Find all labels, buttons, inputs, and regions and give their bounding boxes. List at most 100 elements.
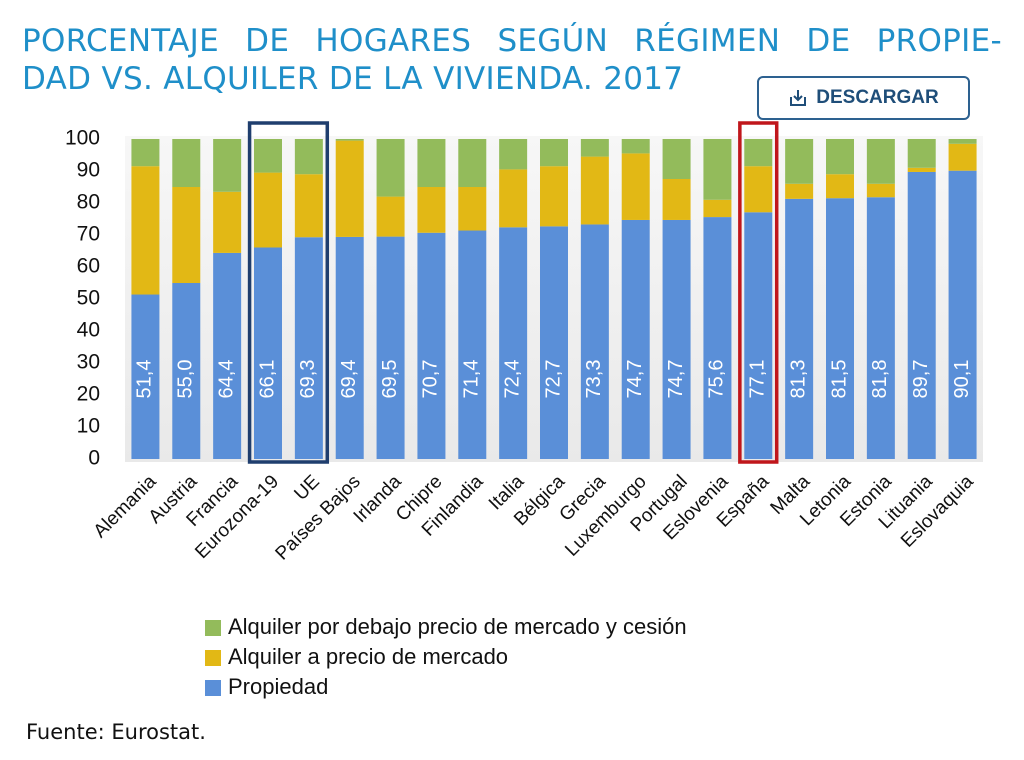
bar-segment <box>213 191 242 253</box>
bar-segment <box>499 227 528 459</box>
value-label: 69,3 <box>297 360 319 399</box>
y-tick-label: 70 <box>77 223 100 246</box>
bar-segment <box>458 139 487 187</box>
value-label: 72,4 <box>501 360 523 399</box>
bar-segment <box>826 139 854 175</box>
bar-segment <box>948 170 977 459</box>
bar-segment <box>417 187 446 233</box>
legend-label: Alquiler por debajo precio de mercado y … <box>228 614 687 639</box>
y-tick-label: 80 <box>77 191 100 214</box>
bar-segment <box>335 236 364 459</box>
bar-segment <box>294 174 323 238</box>
y-tick-label: 30 <box>77 351 100 374</box>
bar-segment <box>131 166 160 295</box>
download-icon <box>790 90 807 106</box>
title-line: DAD VS. ALQUILER DE LA VIVIENDA. 2017 <box>22 61 684 97</box>
legend-label: Propiedad <box>228 674 328 699</box>
bar-segment <box>254 247 282 459</box>
bar-segment <box>744 166 773 213</box>
bar-segment <box>621 139 650 154</box>
bar-segment <box>213 139 242 192</box>
value-label: 75,6 <box>706 360 728 399</box>
bar-segment <box>948 139 977 144</box>
bar-segment <box>540 226 568 459</box>
value-label: 64,4 <box>215 360 237 399</box>
bar-segment <box>744 212 773 459</box>
bar-segment <box>580 139 609 157</box>
bar-segment <box>376 139 405 197</box>
value-label: 73,3 <box>583 360 605 399</box>
bar-segment <box>826 174 854 199</box>
bar-segment <box>172 187 201 283</box>
bar-segment <box>131 139 160 167</box>
source: Fuente: Eurostat. <box>26 720 206 744</box>
bar-segment <box>785 183 814 199</box>
bar-segment <box>376 236 405 459</box>
value-label: 81,8 <box>869 360 891 399</box>
bar-segment <box>540 139 568 167</box>
bar-segment <box>866 197 895 460</box>
legend-swatch <box>205 650 221 666</box>
bar-segment <box>785 198 814 459</box>
y-tick-label: 60 <box>77 255 100 278</box>
chart-title: PORCENTAJE DE HOGARES SEGÚN RÉGIMEN DE P… <box>22 22 1002 98</box>
bar-segment <box>458 230 487 459</box>
bar-segment <box>417 232 446 459</box>
y-tick-label: 100 <box>65 127 100 150</box>
bar-segment <box>254 172 282 248</box>
value-label: 69,5 <box>379 360 401 399</box>
bar-segment <box>499 139 528 170</box>
download-label: DESCARGAR <box>816 87 939 108</box>
value-label: 81,5 <box>828 360 850 399</box>
bar-segment <box>907 139 936 168</box>
value-label: 55,0 <box>175 360 197 399</box>
bar-segment <box>417 139 446 187</box>
legend-label: Alquiler a precio de mercado <box>228 644 508 669</box>
bar-segment <box>172 139 201 187</box>
bar-segment <box>826 198 854 459</box>
x-tick-label: UE <box>290 471 324 505</box>
highlight-frame <box>247 121 330 464</box>
download-button[interactable]: DESCARGAR <box>757 76 970 120</box>
bar-segment <box>580 156 609 225</box>
value-label: 71,4 <box>461 360 483 399</box>
y-tick-label: 40 <box>77 319 100 342</box>
bar-segment <box>294 237 323 459</box>
bar-segment <box>376 196 405 237</box>
value-label: 81,3 <box>787 360 809 399</box>
y-tick-label: 50 <box>77 287 100 310</box>
value-label: 72,7 <box>542 360 564 399</box>
bar-segment <box>662 219 691 459</box>
bar-segment <box>335 139 364 141</box>
bar-segment <box>785 139 814 184</box>
bar-segment <box>662 139 691 179</box>
bar-segment <box>662 179 691 220</box>
bar-segment <box>866 139 895 184</box>
bar-segment <box>744 139 773 167</box>
chart: 010203040506070809010051,4Alemania55,0Au… <box>65 121 983 699</box>
bar-segment <box>907 167 936 172</box>
title-line: PORCENTAJE DE HOGARES SEGÚN RÉGIMEN DE P… <box>22 23 1002 59</box>
value-label: 89,7 <box>910 360 932 399</box>
bar-segment <box>703 139 732 200</box>
bar-segment <box>294 139 323 175</box>
value-label: 74,7 <box>665 360 687 399</box>
bar-segment <box>948 143 977 171</box>
highlight-frame <box>738 121 779 464</box>
y-tick-label: 20 <box>77 383 100 406</box>
value-label: 74,7 <box>624 360 646 399</box>
y-tick-label: 90 <box>77 159 100 182</box>
bar-segment <box>213 252 242 459</box>
value-label: 77,1 <box>747 360 769 399</box>
bar-segment <box>621 219 650 459</box>
y-tick-label: 10 <box>77 415 100 438</box>
legend-swatch <box>205 680 221 696</box>
value-label: 66,1 <box>256 360 278 399</box>
value-label: 90,1 <box>951 360 973 399</box>
value-label: 70,7 <box>420 360 442 399</box>
bar-segment <box>172 283 201 459</box>
bar-segment <box>540 166 568 227</box>
value-label: 51,4 <box>134 360 156 399</box>
bar-segment <box>866 183 895 198</box>
